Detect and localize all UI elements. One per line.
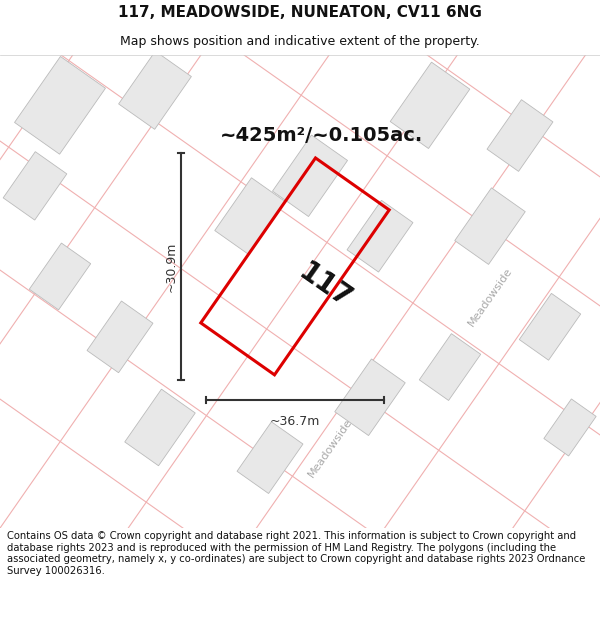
- Polygon shape: [519, 293, 581, 360]
- Text: ~425m²/~0.105ac.: ~425m²/~0.105ac.: [220, 126, 423, 145]
- Polygon shape: [237, 422, 303, 494]
- Polygon shape: [419, 334, 481, 401]
- Polygon shape: [14, 56, 106, 154]
- Text: Contains OS data © Crown copyright and database right 2021. This information is : Contains OS data © Crown copyright and d…: [7, 531, 586, 576]
- Text: 117: 117: [293, 259, 357, 314]
- Polygon shape: [455, 188, 525, 264]
- Polygon shape: [215, 177, 285, 254]
- Polygon shape: [119, 51, 191, 129]
- Text: ~30.9m: ~30.9m: [164, 241, 177, 292]
- Polygon shape: [487, 99, 553, 171]
- Text: Map shows position and indicative extent of the property.: Map shows position and indicative extent…: [120, 35, 480, 48]
- Text: Meadowside: Meadowside: [306, 416, 354, 479]
- Polygon shape: [272, 135, 347, 216]
- Polygon shape: [544, 399, 596, 456]
- Polygon shape: [29, 243, 91, 310]
- Polygon shape: [335, 359, 405, 436]
- Text: ~36.7m: ~36.7m: [270, 415, 320, 428]
- Text: 117, MEADOWSIDE, NUNEATON, CV11 6NG: 117, MEADOWSIDE, NUNEATON, CV11 6NG: [118, 4, 482, 19]
- Polygon shape: [87, 301, 153, 372]
- Polygon shape: [390, 62, 470, 149]
- Polygon shape: [3, 152, 67, 220]
- Text: Meadowside: Meadowside: [466, 266, 514, 328]
- Polygon shape: [347, 201, 413, 272]
- Polygon shape: [125, 389, 195, 466]
